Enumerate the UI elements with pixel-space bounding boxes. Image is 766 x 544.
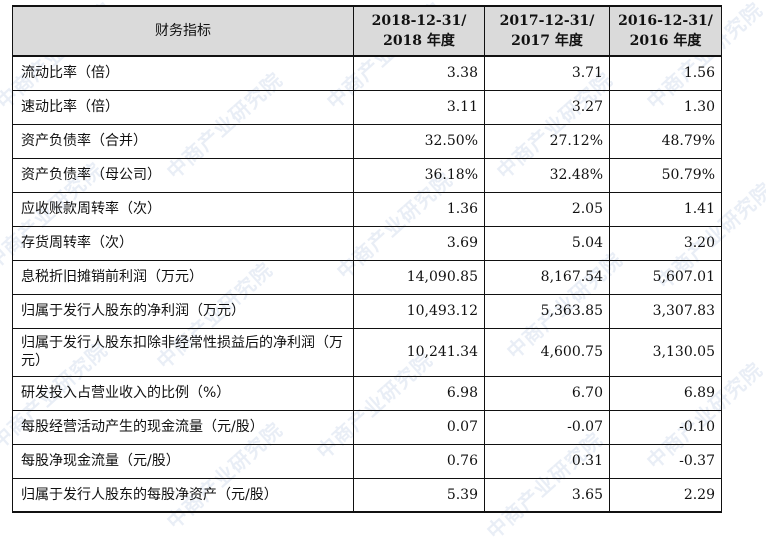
- value-2016: -0.10: [609, 409, 722, 445]
- value-2016: 5,607.01: [609, 259, 722, 295]
- value-2016: 3,307.83: [609, 293, 722, 329]
- value-2017: -0.07: [484, 409, 610, 445]
- row-label: 归属于发行人股东的净利润（万元）: [12, 293, 354, 329]
- header-2016: 2016-12-31/ 2016 年度: [609, 5, 722, 57]
- value-2016: 2.29: [609, 477, 722, 513]
- table-row: 归属于发行人股东扣除非经常性损益后的净利润（万元） 10,241.34 4,60…: [12, 327, 722, 377]
- value-2018: 0.76: [353, 443, 485, 479]
- value-2016: 3.20: [609, 225, 722, 261]
- table-row: 速动比率（倍） 3.11 3.27 1.30: [12, 89, 722, 125]
- value-2016: 6.89: [609, 375, 722, 411]
- value-2016: 1.56: [609, 55, 722, 91]
- value-2018: 3.38: [353, 55, 485, 91]
- value-2017: 0.31: [484, 443, 610, 479]
- value-2016: 50.79%: [609, 157, 722, 193]
- value-2016: 1.30: [609, 89, 722, 125]
- value-2018: 1.36: [353, 191, 485, 227]
- header-2017: 2017-12-31/ 2017 年度: [484, 5, 610, 57]
- value-2017: 3.27: [484, 89, 610, 125]
- value-2018: 6.98: [353, 375, 485, 411]
- value-2018: 10,493.12: [353, 293, 485, 329]
- table-row: 每股经营活动产生的现金流量（元/股） 0.07 -0.07 -0.10: [12, 409, 722, 445]
- value-2017: 3.65: [484, 477, 610, 513]
- row-label: 应收账款周转率（次）: [12, 191, 354, 227]
- value-2016: 48.79%: [609, 123, 722, 159]
- row-label: 归属于发行人股东的每股净资产（元/股）: [12, 477, 354, 513]
- table-row: 资产负债率（合并） 32.50% 27.12% 48.79%: [12, 123, 722, 159]
- table-row: 息税折旧摊销前利润（万元） 14,090.85 8,167.54 5,607.0…: [12, 259, 722, 295]
- value-2017: 8,167.54: [484, 259, 610, 295]
- header-indicator: 财务指标: [12, 5, 354, 57]
- value-2018: 10,241.34: [353, 327, 485, 377]
- row-label: 存货周转率（次）: [12, 225, 354, 261]
- table-row: 流动比率（倍） 3.38 3.71 1.56: [12, 55, 722, 91]
- value-2018: 36.18%: [353, 157, 485, 193]
- row-label: 归属于发行人股东扣除非经常性损益后的净利润（万元）: [12, 327, 354, 377]
- financial-indicators-table: 财务指标 2018-12-31/ 2018 年度 2017-12-31/ 201…: [12, 5, 722, 513]
- value-2017: 4,600.75: [484, 327, 610, 377]
- row-label: 息税折旧摊销前利润（万元）: [12, 259, 354, 295]
- table-row: 研发投入占营业收入的比例（%） 6.98 6.70 6.89: [12, 375, 722, 411]
- row-label: 研发投入占营业收入的比例（%）: [12, 375, 354, 411]
- value-2017: 27.12%: [484, 123, 610, 159]
- value-2017: 3.71: [484, 55, 610, 91]
- table-row: 资产负债率（母公司） 36.18% 32.48% 50.79%: [12, 157, 722, 193]
- value-2018: 32.50%: [353, 123, 485, 159]
- table-row: 应收账款周转率（次） 1.36 2.05 1.41: [12, 191, 722, 227]
- value-2018: 3.11: [353, 89, 485, 125]
- row-label: 每股经营活动产生的现金流量（元/股）: [12, 409, 354, 445]
- row-label: 资产负债率（母公司）: [12, 157, 354, 193]
- table-row: 每股净现金流量（元/股） 0.76 0.31 -0.37: [12, 443, 722, 479]
- value-2017: 5,363.85: [484, 293, 610, 329]
- row-label: 流动比率（倍）: [12, 55, 354, 91]
- header-2018: 2018-12-31/ 2018 年度: [353, 5, 485, 57]
- value-2017: 5.04: [484, 225, 610, 261]
- value-2017: 6.70: [484, 375, 610, 411]
- table-row: 归属于发行人股东的每股净资产（元/股） 5.39 3.65 2.29: [12, 477, 722, 513]
- value-2018: 3.69: [353, 225, 485, 261]
- row-label: 每股净现金流量（元/股）: [12, 443, 354, 479]
- table-row: 归属于发行人股东的净利润（万元） 10,493.12 5,363.85 3,30…: [12, 293, 722, 329]
- value-2018: 14,090.85: [353, 259, 485, 295]
- value-2016: 3,130.05: [609, 327, 722, 377]
- value-2017: 2.05: [484, 191, 610, 227]
- table-header-row: 财务指标 2018-12-31/ 2018 年度 2017-12-31/ 201…: [12, 5, 722, 57]
- value-2016: 1.41: [609, 191, 722, 227]
- value-2017: 32.48%: [484, 157, 610, 193]
- value-2018: 5.39: [353, 477, 485, 513]
- row-label: 资产负债率（合并）: [12, 123, 354, 159]
- table-row: 存货周转率（次） 3.69 5.04 3.20: [12, 225, 722, 261]
- value-2016: -0.37: [609, 443, 722, 479]
- value-2018: 0.07: [353, 409, 485, 445]
- row-label: 速动比率（倍）: [12, 89, 354, 125]
